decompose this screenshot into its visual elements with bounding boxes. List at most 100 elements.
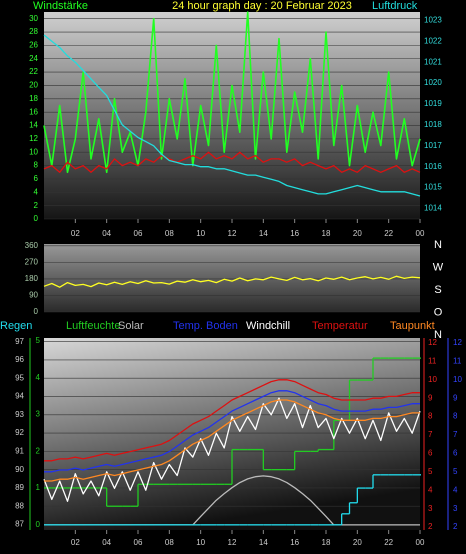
y-tick-label: 30 (29, 14, 38, 23)
y-tick-label: 360 (25, 241, 39, 250)
series-line (43, 151, 421, 173)
y-tick-label: 7 (428, 430, 433, 439)
y-tick-label: 18 (29, 94, 38, 103)
chart-title: 24 hour graph day : 20 Februar 2023 (172, 0, 352, 12)
y-tick-label: 4 (453, 485, 458, 494)
plot-area (44, 244, 420, 312)
y-tick-label: 1023 (424, 15, 442, 24)
x-tick-label: 20 (353, 229, 362, 238)
y-tick-label: 88 (15, 501, 24, 510)
legend-label: Solar (118, 320, 144, 332)
y-tick-label: 1022 (424, 36, 442, 45)
x-tick-label: 18 (322, 229, 331, 238)
y-tick-label: 94 (15, 392, 24, 401)
y-tick-label: 22 (29, 67, 38, 76)
y-tick-label: 12 (428, 338, 437, 347)
x-tick-label: 06 (134, 538, 143, 547)
y-tick-label: 10 (428, 375, 437, 384)
x-tick-label: 02 (71, 229, 80, 238)
y-tick-label: 1014 (424, 204, 442, 213)
series-line (44, 390, 420, 473)
y-tick-label: 8 (34, 161, 39, 170)
y-tick-label: 24 (29, 54, 38, 63)
legend-label: Luftdruck (372, 0, 418, 12)
y-tick-label: 2 (36, 446, 41, 455)
y-tick-label: 28 (29, 27, 38, 36)
x-tick-label: 00 (416, 229, 425, 238)
y-tick-label: 16 (29, 107, 38, 116)
x-tick-label: 16 (290, 229, 299, 238)
y-tick-label: 1021 (424, 57, 442, 66)
y-tick-label: 4 (34, 187, 39, 196)
x-tick-label: 14 (259, 229, 268, 238)
y-tick-label: 4 (428, 485, 433, 494)
y-tick-label: 93 (15, 410, 24, 419)
legend-label: Temp. Boden (173, 320, 238, 332)
y-tick-label: 2 (453, 522, 458, 531)
legend-label: Luftfeuchte (66, 320, 120, 332)
y-tick-label: 4 (36, 373, 41, 382)
x-tick-label: 20 (353, 538, 362, 547)
series-line (43, 397, 421, 502)
x-tick-label: 12 (228, 229, 237, 238)
legend-label: Windchill (246, 320, 290, 332)
x-tick-label: 22 (384, 229, 393, 238)
x-tick-label: 08 (165, 229, 174, 238)
y-tick-label: 9 (453, 393, 458, 402)
x-tick-label: 02 (71, 538, 80, 547)
y-tick-label: 96 (15, 355, 24, 364)
y-tick-label: 7 (453, 430, 458, 439)
y-tick-label: 1016 (424, 162, 442, 171)
x-tick-label: 14 (259, 538, 268, 547)
y-tick-label: 1 (36, 483, 41, 492)
y-tick-label: 5 (453, 467, 458, 476)
y-tick-label: 1018 (424, 120, 442, 129)
y-tick-label: 90 (15, 465, 24, 474)
y-tick-label: 5 (428, 467, 433, 476)
y-tick-label: 3 (428, 504, 433, 513)
series-line (43, 11, 421, 174)
legend-label: Taupunkt (390, 320, 435, 332)
x-tick-label: 18 (322, 538, 331, 547)
y-tick-label: 2 (34, 201, 39, 210)
y-tick-label: 92 (15, 428, 24, 437)
y-tick-label: 90 (29, 291, 38, 300)
series-line (44, 379, 420, 462)
x-tick-label: 08 (165, 538, 174, 547)
y-tick-label: 1019 (424, 99, 442, 108)
y-tick-label: 1020 (424, 78, 442, 87)
y-tick-label: 14 (29, 121, 38, 130)
plot-area (44, 12, 420, 219)
x-tick-label: 04 (102, 538, 111, 547)
y-tick-label: 6 (34, 174, 39, 183)
x-tick-label: 12 (228, 538, 237, 547)
direction-label: S (434, 284, 441, 296)
y-tick-label: 12 (453, 338, 462, 347)
x-tick-label: 22 (384, 538, 393, 547)
direction-label: O (434, 306, 443, 318)
y-tick-label: 6 (453, 449, 458, 458)
y-tick-label: 180 (25, 274, 39, 283)
legend-label: Regen (0, 320, 32, 332)
y-tick-label: 3 (36, 410, 41, 419)
y-tick-label: 3 (453, 504, 458, 513)
y-tick-label: 10 (29, 147, 38, 156)
y-tick-label: 89 (15, 483, 24, 492)
y-tick-label: 11 (453, 356, 462, 365)
x-tick-label: 00 (416, 538, 425, 547)
y-tick-label: 87 (15, 520, 24, 529)
y-tick-label: 20 (29, 81, 38, 90)
series-line (43, 275, 421, 288)
y-tick-label: 91 (15, 446, 24, 455)
x-tick-label: 06 (134, 229, 143, 238)
x-tick-label: 04 (102, 229, 111, 238)
y-tick-label: 9 (428, 393, 433, 402)
y-tick-label: 11 (428, 356, 437, 365)
y-tick-label: 26 (29, 40, 38, 49)
y-tick-label: 270 (25, 257, 39, 266)
y-tick-label: 97 (15, 337, 24, 346)
direction-label: N (434, 239, 442, 251)
series-line (44, 399, 420, 482)
y-tick-label: 8 (453, 412, 458, 421)
legend-label: Windstärke (33, 0, 88, 12)
